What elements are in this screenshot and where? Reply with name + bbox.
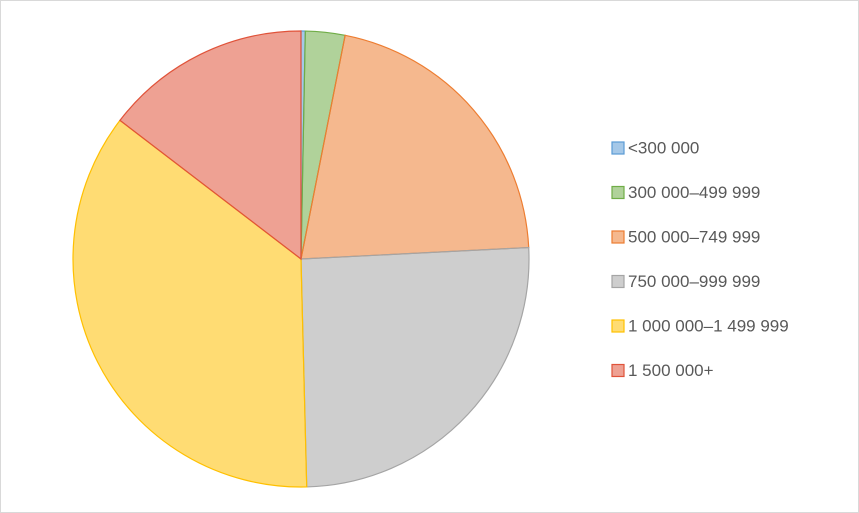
legend-label: 1 000 000–1 499 999: [628, 316, 789, 335]
legend-swatch: [611, 363, 625, 378]
pie-slice: [119, 30, 302, 261]
legend-swatch: [611, 274, 625, 289]
legend-label: 1 500 000+: [628, 361, 714, 380]
legend-swatch: [611, 319, 625, 333]
pie-slice: [300, 34, 530, 260]
legend-label: 750 000–999 999: [628, 272, 760, 291]
pie-slice: [72, 119, 308, 488]
legend-swatch: [611, 141, 625, 155]
legend-swatch: [611, 230, 625, 244]
legend-swatch: [611, 185, 625, 200]
legend-label: 500 000–749 999: [628, 227, 760, 246]
legend-label: 300 000–499 999: [628, 183, 760, 202]
pie-slice: [300, 246, 530, 488]
legend-label: <300 000: [628, 138, 699, 157]
